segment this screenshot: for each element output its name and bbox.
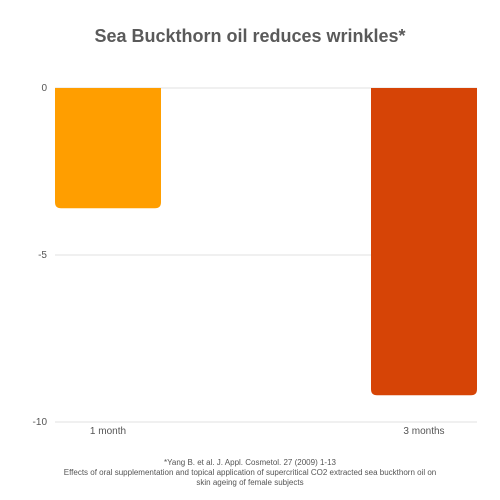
bar-1-month [55,88,161,209]
bar-3-months [371,88,477,396]
x-tick-label: 3 months [403,426,444,437]
x-tick-label: 1 month [90,426,126,437]
footnote-citation: *Yang B. et al. J. Appl. Cosmetol. 27 (2… [164,458,336,467]
y-tick-label: -5 [38,250,47,261]
y-tick-label: -10 [33,417,48,428]
footnote-study-title-cont: skin ageing of female subjects [196,478,304,487]
footnote-study-title: Effects of oral supplementation and topi… [63,468,437,477]
y-tick-label: 0 [41,83,47,94]
chart-title: Sea Buckthorn oil reduces wrinkles* [94,26,406,46]
